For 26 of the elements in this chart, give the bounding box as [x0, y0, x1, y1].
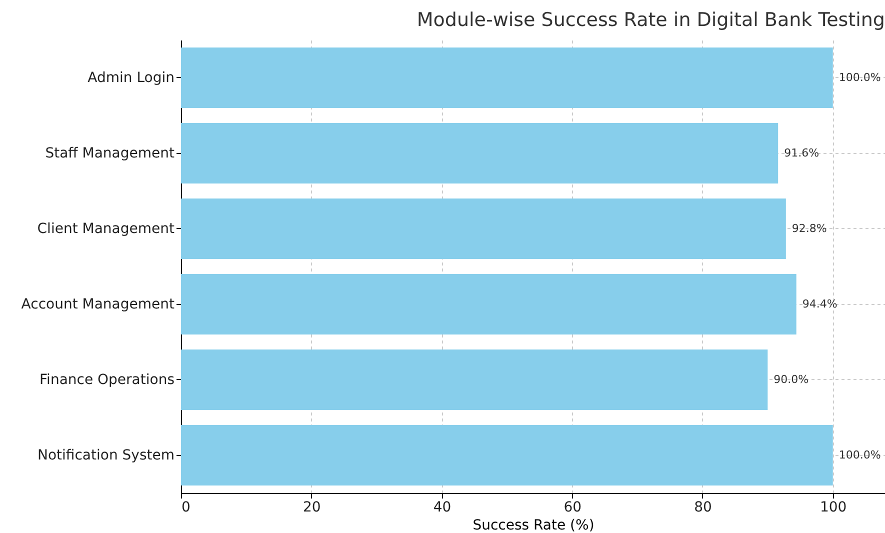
bar [181, 425, 833, 486]
data-label: 100.0% [838, 448, 881, 462]
x-tick-label: 20 [302, 500, 321, 516]
bar [181, 48, 833, 108]
x-tick-label: 100 [820, 500, 847, 516]
y-tick-label: Notification System [38, 447, 174, 464]
data-label: 94.4% [802, 297, 838, 310]
y-tick-label: Account Management [21, 296, 176, 312]
data-label: 90.0% [774, 372, 809, 386]
data-label: 91.6% [784, 146, 820, 160]
data-label: 92.8% [792, 222, 827, 235]
chart-title: Module-wise Success Rate in Digital Bank Testing [416, 9, 885, 31]
bar [181, 198, 786, 259]
bar [181, 350, 768, 410]
x-axis-title: Success Rate (%) [472, 518, 594, 533]
bar [181, 123, 778, 184]
data-label: 100.0% [838, 70, 881, 84]
x-tick-label: 40 [433, 500, 452, 516]
y-tick-label: Staff Management [45, 145, 176, 162]
x-tick-label: 0 [182, 500, 190, 516]
x-tick-label: 80 [694, 500, 712, 516]
y-tick-label: Admin Login [88, 70, 174, 86]
y-tick-label: Client Management [37, 220, 175, 237]
bar [181, 274, 796, 334]
x-tick-label: 60 [564, 500, 582, 516]
y-tick-label: Finance Operations [40, 372, 174, 388]
